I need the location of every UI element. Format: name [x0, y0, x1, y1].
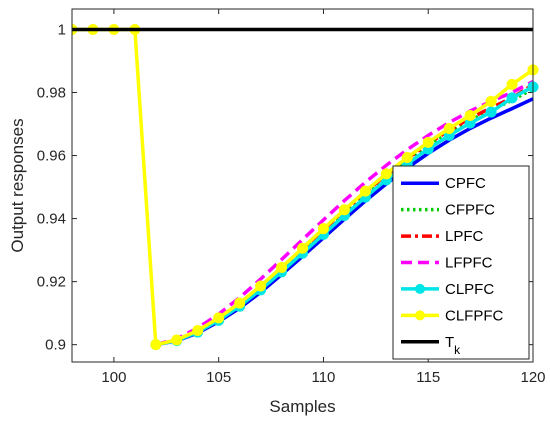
data-point [338, 204, 350, 216]
data-point [150, 339, 162, 351]
data-point [506, 92, 518, 104]
legend-item: LFPFC [401, 255, 493, 272]
y-tick-label: 0.98 [37, 85, 66, 102]
legend-item: CLPFC [401, 281, 494, 298]
data-point [213, 312, 225, 324]
legend-label: LPFC [445, 228, 484, 245]
data-point [359, 185, 371, 197]
data-point [464, 110, 476, 122]
y-axis-title: Output responses [8, 118, 27, 252]
y-tick-label: 0.9 [45, 337, 66, 354]
data-point [506, 78, 518, 90]
axis-ticks: 100 105 110 115 120 0.9 0.92 0.94 0.96 0.98 1 [37, 9, 546, 386]
x-tick-label: 120 [520, 369, 545, 386]
data-point [317, 223, 329, 235]
legend-item: CPFC [401, 175, 486, 192]
data-point [485, 106, 497, 118]
data-point [171, 334, 183, 346]
legend-item: CLFPFC [401, 307, 504, 324]
y-tick-label: 1 [58, 21, 66, 38]
x-tick-label: 100 [101, 369, 126, 386]
legend-item: CFPFC [401, 202, 495, 219]
data-point [234, 297, 246, 309]
data-point [276, 261, 288, 273]
data-point [255, 280, 267, 292]
y-tick-label: 0.94 [37, 211, 66, 228]
data-point [422, 136, 434, 148]
data-point [297, 242, 308, 254]
x-tick-label: 115 [416, 369, 440, 386]
legend-item: LPFC [401, 228, 484, 245]
data-point [485, 95, 497, 107]
data-point [380, 168, 392, 180]
legend-label: CPFC [445, 175, 486, 192]
x-axis-title: Samples [269, 397, 335, 416]
y-tick-label: 0.96 [37, 148, 66, 165]
legend-label: LFPFC [445, 255, 493, 272]
plot-area-frame [71, 8, 534, 363]
x-tick-label: 105 [206, 369, 231, 386]
legend-label: CFPFC [445, 202, 495, 219]
y-tick-label: 0.92 [37, 274, 66, 291]
data-point [192, 324, 204, 336]
data-point [443, 122, 455, 134]
x-tick-label: 110 [311, 369, 335, 386]
legend-box [392, 165, 530, 360]
data-point [401, 151, 413, 163]
legend-marker [415, 283, 425, 294]
legend-marker [415, 310, 425, 321]
series-clfpfc [72, 23, 539, 351]
legend-label: CLFPFC [445, 307, 504, 324]
legend-label: CLPFC [445, 281, 494, 298]
plot-series [72, 23, 539, 351]
